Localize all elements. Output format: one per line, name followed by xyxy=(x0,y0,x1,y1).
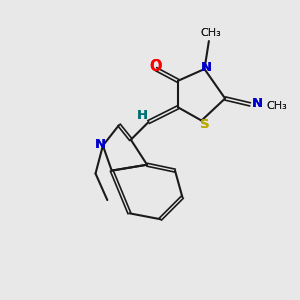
Text: N: N xyxy=(201,61,212,74)
Text: N: N xyxy=(95,138,106,151)
Text: CH₃: CH₃ xyxy=(266,100,287,110)
Text: O: O xyxy=(150,59,162,74)
Text: S: S xyxy=(200,118,210,130)
Text: N: N xyxy=(252,97,263,110)
Text: H: H xyxy=(136,109,148,122)
Text: S: S xyxy=(200,118,210,130)
Text: N: N xyxy=(95,138,106,151)
Text: CH₃: CH₃ xyxy=(200,28,221,38)
Text: CH₃: CH₃ xyxy=(266,100,287,110)
Text: H: H xyxy=(136,109,148,122)
Text: CH₃: CH₃ xyxy=(200,28,221,38)
Text: O: O xyxy=(150,59,162,74)
Text: N: N xyxy=(201,61,212,74)
Text: N: N xyxy=(252,97,263,110)
